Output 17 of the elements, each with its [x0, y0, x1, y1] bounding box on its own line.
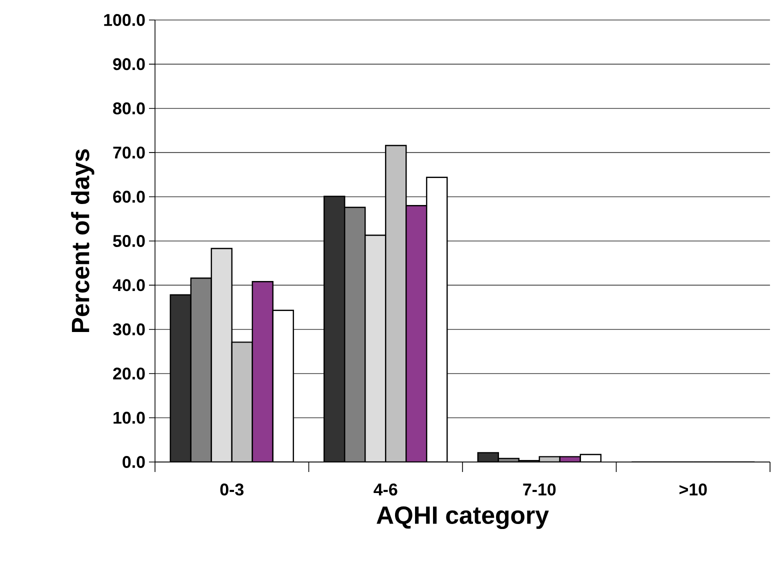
y-tick-label: 10.0 [114, 412, 145, 424]
x-tick-label: 0-3 [220, 484, 244, 496]
x-tick-label: 7-10 [523, 484, 556, 496]
x-tick-label: >10 [679, 484, 707, 496]
y-tick-label: 100.0 [104, 14, 145, 26]
y-tick-label: 80.0 [113, 102, 145, 114]
y-tick-label: 60.0 [113, 190, 145, 203]
y-axis-title: Percent of days [71, 149, 94, 332]
y-tick-label: 0.0 [122, 456, 145, 468]
y-tick-label: 70.0 [113, 146, 145, 159]
x-tick-label: 4-6 [374, 484, 398, 496]
x-axis-title: AQHI category [376, 506, 549, 530]
y-tick-label: 50.0 [113, 234, 145, 247]
y-tick-label: 90.0 [113, 58, 145, 70]
y-tick-label: 30.0 [112, 323, 145, 336]
y-tick-label: 40.0 [112, 279, 145, 292]
y-tick-label: 20.0 [113, 368, 145, 380]
